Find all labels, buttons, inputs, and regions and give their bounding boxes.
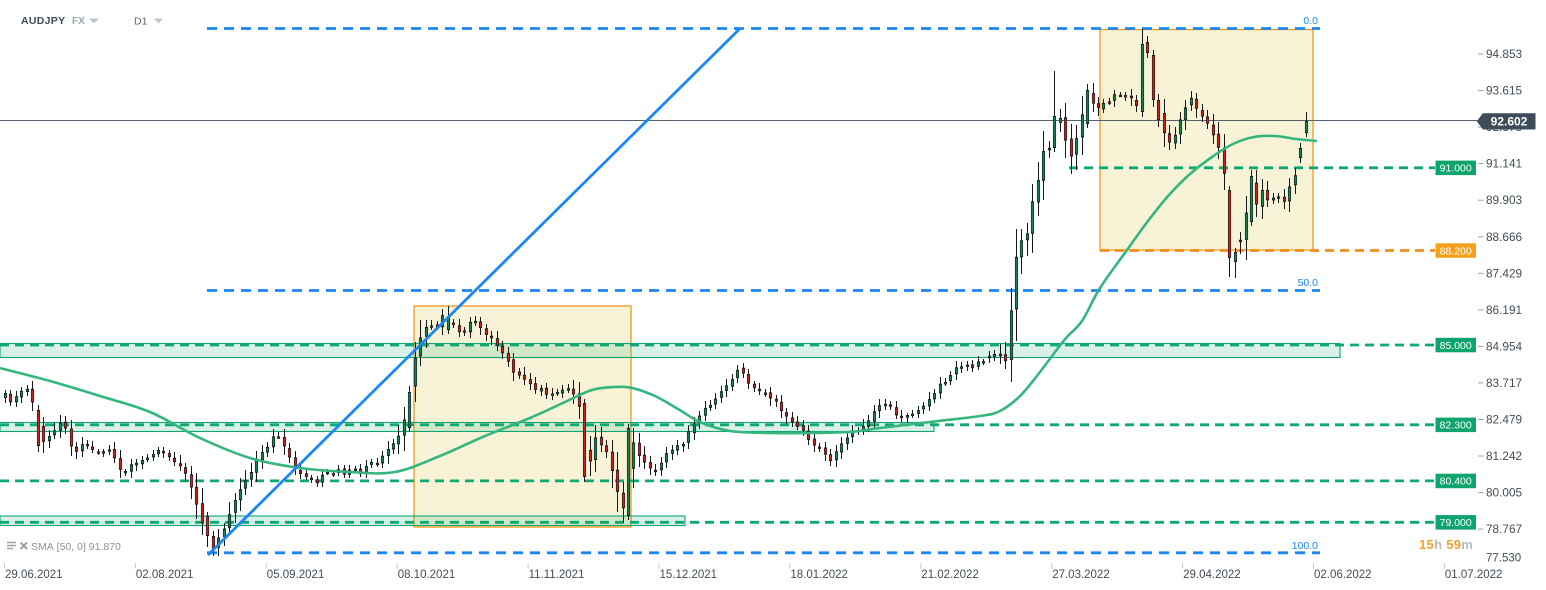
svg-text:D1: D1 [134, 16, 148, 28]
svg-text:85.000: 85.000 [1440, 340, 1472, 352]
svg-text:88.200: 88.200 [1440, 245, 1472, 257]
svg-text:01.07.2022: 01.07.2022 [1445, 569, 1503, 581]
svg-text:87.429: 87.429 [1486, 266, 1522, 280]
svg-text:15h 59m: 15h 59m [1419, 537, 1473, 552]
svg-text:82.300: 82.300 [1440, 420, 1472, 432]
svg-text:08.10.2021: 08.10.2021 [398, 569, 456, 581]
svg-text:80.400: 80.400 [1440, 476, 1472, 488]
svg-text:02.08.2021: 02.08.2021 [136, 569, 194, 581]
svg-text:100.0: 100.0 [1292, 540, 1318, 552]
svg-text:05.09.2021: 05.09.2021 [267, 569, 325, 581]
svg-text:02.06.2022: 02.06.2022 [1314, 569, 1372, 581]
svg-text:AUDJPY: AUDJPY [21, 15, 65, 27]
svg-text:83.717: 83.717 [1486, 376, 1522, 390]
svg-text:79.000: 79.000 [1440, 517, 1472, 529]
svg-text:29.06.2021: 29.06.2021 [5, 569, 63, 581]
svg-text:21.02.2022: 21.02.2022 [921, 569, 979, 581]
svg-text:0.0: 0.0 [1303, 15, 1318, 27]
svg-text:77.530: 77.530 [1486, 553, 1521, 565]
svg-text:91.141: 91.141 [1486, 157, 1522, 171]
svg-text:84.954: 84.954 [1486, 339, 1523, 353]
svg-text:FX: FX [72, 16, 85, 27]
svg-text:86.191: 86.191 [1486, 303, 1522, 317]
svg-text:27.03.2022: 27.03.2022 [1052, 569, 1110, 581]
svg-text:15.12.2021: 15.12.2021 [660, 569, 718, 581]
svg-text:80.005: 80.005 [1486, 486, 1523, 500]
svg-text:81.242: 81.242 [1486, 449, 1522, 463]
svg-text:11.11.2021: 11.11.2021 [529, 569, 585, 581]
svg-text:94.853: 94.853 [1486, 47, 1523, 61]
svg-text:88.666: 88.666 [1486, 230, 1523, 244]
svg-text:29.04.2022: 29.04.2022 [1183, 569, 1241, 581]
svg-text:92.602: 92.602 [1491, 115, 1528, 129]
svg-text:82.479: 82.479 [1486, 413, 1522, 427]
svg-text:89.903: 89.903 [1486, 193, 1523, 207]
svg-text:SMA [50, 0] 91.870: SMA [50, 0] 91.870 [31, 541, 121, 553]
svg-text:93.615: 93.615 [1486, 84, 1523, 98]
svg-text:50.0: 50.0 [1298, 277, 1319, 289]
svg-text:78.767: 78.767 [1486, 522, 1522, 536]
svg-text:18.01.2022: 18.01.2022 [790, 569, 848, 581]
svg-text:91.000: 91.000 [1440, 163, 1472, 175]
